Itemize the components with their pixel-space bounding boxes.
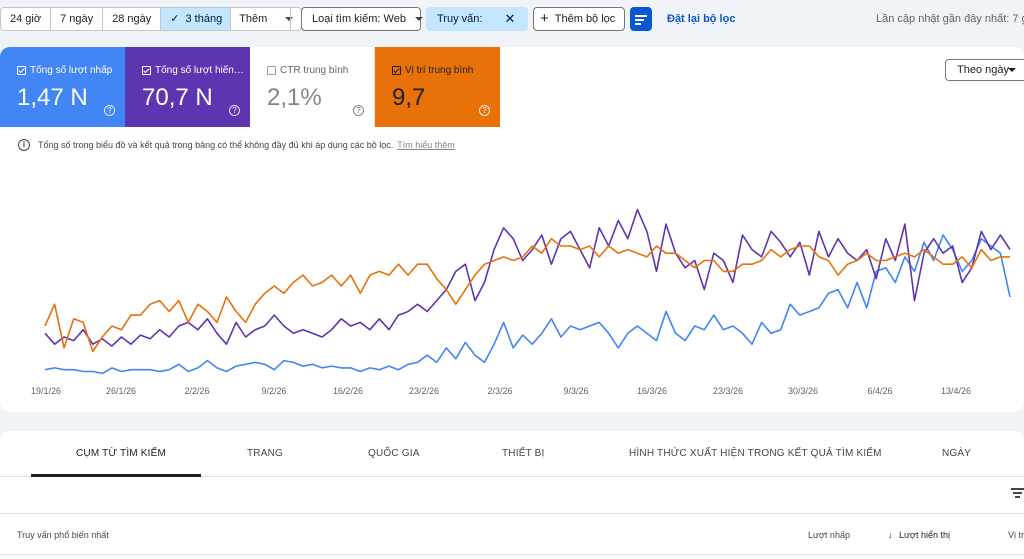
- performance-line-chart[interactable]: 19/1/26 26/1/26 2/2/26 9/2/26 16/2/26 23/2/26…: [0, 47, 1024, 412]
- x-tick-label: 13/4/26: [941, 386, 971, 396]
- table-filter-icon[interactable]: [1011, 487, 1024, 499]
- x-tick-label: 16/3/26: [637, 386, 667, 396]
- x-tick-label: 2/3/26: [487, 386, 512, 396]
- metric-clicks-header: Tổng số lượt nhấp: [17, 65, 121, 76]
- x-tick-label: 23/3/26: [713, 386, 743, 396]
- metric-clicks-value: 1,47 N: [17, 84, 88, 111]
- learn-more-link[interactable]: Tìm hiểu thêm: [397, 140, 455, 150]
- metric-impressions-header: Tổng số lượt hiển thị: [142, 65, 246, 76]
- period-label: Theo ngày: [957, 64, 1009, 76]
- range-3m-button[interactable]: ✓ 3 tháng: [161, 8, 232, 30]
- range-28d-button[interactable]: 28 ngày: [103, 8, 162, 30]
- help-icon[interactable]: ?: [229, 105, 240, 116]
- metric-impressions-value: 70,7 N: [142, 84, 213, 111]
- metric-card-impressions[interactable]: Tổng số lượt hiển thị 70,7 N ?: [125, 47, 250, 127]
- active-tab-indicator: [31, 474, 201, 477]
- last-updated-text: Lần cập nhật gần đây nhất: 7 giờ: [876, 13, 1024, 25]
- date-range-selector: 24 giờ 7 ngày 28 ngày ✓ 3 tháng Thêm: [0, 7, 303, 31]
- metric-card-ctr[interactable]: CTR trung bình 2,1% ?: [250, 47, 375, 127]
- series-line-0: [44, 234, 1011, 375]
- metric-ctr-label: CTR trung bình: [280, 65, 349, 76]
- metric-ctr-value: 2,1%: [267, 84, 322, 111]
- x-tick-label: 9/3/26: [563, 386, 588, 396]
- filter-lines-icon: [635, 23, 641, 25]
- x-tick-label: 6/4/26: [867, 386, 892, 396]
- filter-note: i Tổng số trong biểu đồ và kết quả trong…: [18, 139, 455, 151]
- filter-note-text: Tổng số trong biểu đồ và kết quả trong b…: [38, 140, 394, 150]
- chevron-down-icon: [285, 17, 294, 21]
- metric-card-position[interactable]: Vị trí trung bình 9,7 ?: [375, 47, 500, 127]
- range-3m-label: 3 tháng: [185, 13, 223, 25]
- metric-card-clicks[interactable]: Tổng số lượt nhấp 1,47 N ?: [0, 47, 125, 127]
- checkbox-checked-icon[interactable]: [142, 66, 151, 75]
- metric-clicks-label: Tổng số lượt nhấp: [30, 65, 113, 76]
- chevron-down-icon: [414, 17, 423, 21]
- help-icon[interactable]: ?: [104, 105, 115, 116]
- search-type-label: Loại tìm kiếm: Web: [312, 13, 406, 25]
- x-tick-label: 16/2/26: [333, 386, 363, 396]
- close-icon[interactable]: ✕: [504, 11, 516, 26]
- dimension-tabs: CỤM TỪ TÌM KIẾM TRANG QUỐC GIA THIẾT BỊ …: [0, 431, 1024, 477]
- info-icon: i: [18, 139, 30, 151]
- query-filter-chip[interactable]: Truy vấn: ✕: [426, 7, 528, 31]
- column-header-position[interactable]: Vị trí: [1008, 530, 1024, 540]
- filter-lines-icon: [635, 19, 644, 21]
- help-icon[interactable]: ?: [353, 105, 364, 116]
- x-tick-label: 23/2/26: [409, 386, 439, 396]
- x-tick-label: 9/2/26: [261, 386, 286, 396]
- tab-search-appearance[interactable]: HÌNH THỨC XUẤT HIỆN TRONG KẾT QUẢ TÌM KI…: [629, 448, 882, 459]
- performance-chart-panel: Tổng số lượt nhấp 1,47 N ? Tổng số lượt …: [0, 47, 1024, 412]
- x-tick-label: 30/3/26: [788, 386, 818, 396]
- tab-queries[interactable]: CỤM TỪ TÌM KIẾM: [76, 448, 167, 459]
- tab-devices[interactable]: THIẾT BỊ: [502, 448, 545, 459]
- more-ranges-button[interactable]: Thêm: [231, 8, 301, 30]
- column-header-clicks[interactable]: Lượt nhấp: [808, 530, 850, 540]
- checkbox-checked-icon[interactable]: [17, 66, 26, 75]
- column-header-impressions-label: Lượt hiển thị: [899, 530, 950, 540]
- table-header: Truy vấn phổ biến nhất Lượt nhấp ↓ Lượt …: [0, 513, 1024, 555]
- metric-position-header: Vị trí trung bình: [392, 65, 496, 76]
- x-tick-label: 2/2/26: [184, 386, 209, 396]
- dimension-table-panel: CỤM TỪ TÌM KIẾM TRANG QUỐC GIA THIẾT BỊ …: [0, 431, 1024, 559]
- help-icon[interactable]: ?: [479, 105, 490, 116]
- column-header-query[interactable]: Truy vấn phổ biến nhất: [17, 530, 109, 540]
- tab-dates[interactable]: NGÀY: [942, 448, 972, 459]
- query-filter-label: Truy vấn:: [437, 13, 483, 25]
- add-filter-label: Thêm bộ lọc: [554, 13, 616, 25]
- series-line-2: [44, 237, 1010, 353]
- metric-position-value: 9,7: [392, 84, 426, 111]
- checkbox-unchecked-icon[interactable]: [267, 66, 276, 75]
- filter-lines-icon: [635, 15, 647, 17]
- series-line-1: [44, 208, 1011, 347]
- x-tick-label: 19/1/26: [31, 386, 61, 396]
- filter-bar: 24 giờ 7 ngày 28 ngày ✓ 3 tháng Thêm Loạ…: [0, 0, 1024, 38]
- checkbox-checked-icon[interactable]: [392, 66, 401, 75]
- metric-ctr-header: CTR trung bình: [267, 65, 371, 76]
- tab-pages[interactable]: TRANG: [247, 448, 283, 459]
- search-type-dropdown[interactable]: Loại tìm kiếm: Web: [301, 7, 423, 31]
- metric-position-label: Vị trí trung bình: [405, 65, 474, 76]
- arrow-down-icon: ↓: [888, 530, 893, 540]
- toolbar-divider: [290, 8, 291, 30]
- plus-icon: +: [540, 10, 549, 27]
- filter-settings-button[interactable]: [630, 7, 652, 31]
- range-24h-button[interactable]: 24 giờ: [1, 8, 52, 30]
- period-dropdown[interactable]: Theo ngày: [945, 59, 1024, 81]
- reset-filters-link[interactable]: Đặt lại bộ lọc: [667, 13, 736, 25]
- more-ranges-label: Thêm: [239, 13, 268, 25]
- chevron-down-icon: [1008, 68, 1016, 72]
- tab-countries[interactable]: QUỐC GIA: [368, 448, 420, 459]
- check-icon: ✓: [170, 13, 180, 25]
- add-filter-button[interactable]: + Thêm bộ lọc: [533, 7, 625, 31]
- column-header-impressions[interactable]: ↓ Lượt hiển thị: [888, 530, 950, 540]
- range-7d-button[interactable]: 7 ngày: [51, 8, 104, 30]
- x-tick-label: 26/1/26: [106, 386, 136, 396]
